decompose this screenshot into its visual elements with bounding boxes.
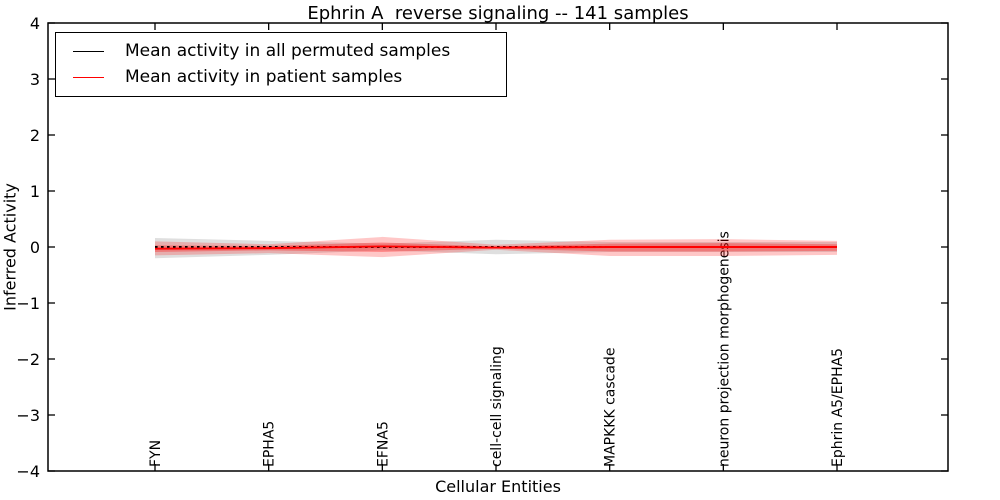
x-category-label: EPHA5 bbox=[262, 421, 278, 467]
y-tick-label: −3 bbox=[16, 406, 40, 425]
series-line-patient bbox=[154, 245, 837, 250]
legend-label: Mean activity in all permuted samples bbox=[125, 41, 451, 61]
chart-title: Ephrin A reverse signaling -- 141 sample… bbox=[307, 3, 689, 24]
x-category-label: neuron projection morphogenesis bbox=[716, 231, 732, 467]
legend-label: Mean activity in patient samples bbox=[125, 67, 403, 87]
y-tick-label: 1 bbox=[30, 182, 40, 201]
y-tick-label: 0 bbox=[30, 238, 40, 257]
legend-entry: Mean activity in patient samples bbox=[56, 64, 506, 90]
legend-line-swatch bbox=[73, 76, 104, 78]
x-category-label: MAPKKK cascade bbox=[603, 348, 619, 467]
x-axis-title: Cellular Entities bbox=[435, 477, 561, 496]
y-tick-label: 2 bbox=[30, 126, 40, 145]
y-tick-label: 4 bbox=[30, 14, 40, 33]
x-category-label: FYN bbox=[148, 440, 164, 467]
y-tick-label: −2 bbox=[16, 350, 40, 369]
y-tick-label: 3 bbox=[30, 70, 40, 89]
x-category-label: EFNA5 bbox=[375, 421, 391, 467]
legend-box: Mean activity in all permuted samples Mea… bbox=[55, 32, 507, 97]
legend-line-swatch bbox=[73, 50, 104, 52]
x-category-label: cell-cell signaling bbox=[489, 346, 505, 467]
y-tick-label: −1 bbox=[16, 294, 40, 313]
x-category-label: Ephrin A5/EPHA5 bbox=[830, 348, 846, 467]
legend-entry: Mean activity in all permuted samples bbox=[56, 38, 506, 64]
y-tick-label: −4 bbox=[16, 462, 40, 481]
y-axis-title: Inferred Activity bbox=[0, 183, 20, 311]
